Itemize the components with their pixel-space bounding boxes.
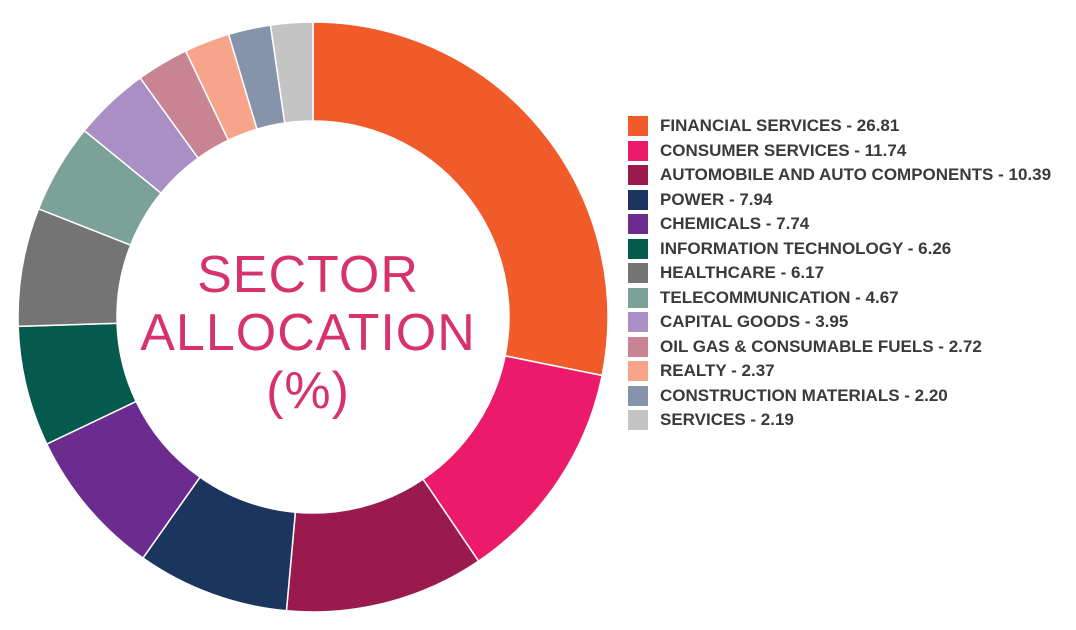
chart-title-line-2: ALLOCATION	[140, 304, 476, 362]
legend-label-2: AUTOMOBILE AND AUTO COMPONENTS - 10.39	[660, 165, 1052, 184]
legend-swatch-3	[628, 189, 648, 210]
legend-item-5: INFORMATION TECHNOLOGY - 6.26	[628, 237, 1068, 260]
donut-chart: SECTOR ALLOCATION (%)	[17, 21, 609, 613]
legend-item-7: TELECOMMUNICATION - 4.67	[628, 286, 1068, 309]
legend-item-9: OIL GAS & CONSUMABLE FUELS - 2.72	[628, 335, 1068, 358]
legend-item-1: CONSUMER SERVICES - 11.74	[628, 139, 1068, 162]
legend-item-3: POWER - 7.94	[628, 188, 1068, 211]
legend-swatch-1	[628, 140, 648, 161]
legend-label-8: CAPITAL GOODS - 3.95	[660, 312, 849, 331]
legend-label-4: CHEMICALS - 7.74	[660, 214, 810, 233]
legend-swatch-0	[628, 116, 648, 136]
legend-item-12: SERVICES - 2.19	[628, 408, 1068, 431]
legend-item-11: CONSTRUCTION MATERIALS - 2.20	[628, 384, 1068, 407]
legend-item-10: REALTY - 2.37	[628, 359, 1068, 382]
donut-slice-0	[312, 21, 609, 377]
legend-item-2: AUTOMOBILE AND AUTO COMPONENTS - 10.39	[628, 163, 1068, 186]
legend-item-6: HEALTHCARE - 6.17	[628, 261, 1068, 284]
legend-label-0: FINANCIAL SERVICES - 26.81	[660, 116, 900, 135]
legend-item-4: CHEMICALS - 7.74	[628, 212, 1068, 235]
legend-swatch-2	[628, 165, 648, 185]
legend-label-7: TELECOMMUNICATION - 4.67	[660, 287, 899, 307]
legend-label-9: OIL GAS & CONSUMABLE FUELS - 2.72	[660, 336, 982, 356]
legend-label-12: SERVICES - 2.19	[660, 410, 794, 429]
legend-label-3: POWER - 7.94	[660, 189, 773, 209]
legend-swatch-8	[628, 312, 648, 332]
legend-label-1: CONSUMER SERVICES - 11.74	[660, 140, 907, 160]
legend-swatch-12	[628, 410, 648, 430]
legend-item-0: FINANCIAL SERVICES - 26.81	[628, 114, 1068, 137]
legend-swatch-5	[628, 238, 648, 259]
legend-label-5: INFORMATION TECHNOLOGY - 6.26	[660, 238, 952, 258]
legend-label-11: CONSTRUCTION MATERIALS - 2.20	[660, 385, 948, 405]
legend-swatch-11	[628, 385, 648, 406]
sector-allocation-chart: SECTOR ALLOCATION (%)	[17, 21, 609, 613]
legend-item-8: CAPITAL GOODS - 3.95	[628, 310, 1068, 333]
donut-slices	[17, 21, 609, 613]
legend-label-10: REALTY - 2.37	[660, 361, 775, 380]
legend-swatch-10	[628, 361, 648, 381]
donut-slice-12	[269, 21, 314, 124]
legend-swatch-4	[628, 214, 648, 234]
chart-title-line-3: (%)	[266, 362, 350, 420]
chart-legend: FINANCIAL SERVICES - 26.81 CONSUMER SERVI…	[628, 114, 1068, 433]
legend-label-6: HEALTHCARE - 6.17	[660, 263, 825, 282]
legend-swatch-9	[628, 336, 648, 357]
legend-swatch-6	[628, 263, 648, 283]
chart-title-line-1: SECTOR	[197, 246, 419, 304]
legend-swatch-7	[628, 287, 648, 308]
